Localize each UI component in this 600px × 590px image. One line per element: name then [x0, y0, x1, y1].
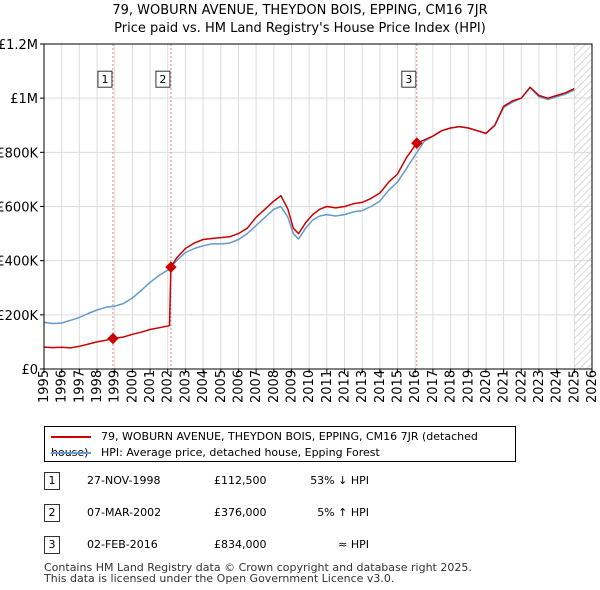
y-tick-label: £800K — [0, 146, 38, 161]
transaction-number: 3 — [44, 536, 60, 554]
legend-swatch-hpi — [51, 452, 91, 454]
property-series-line — [43, 86, 575, 349]
x-tick-label: 2016 — [408, 370, 423, 403]
y-tick-label: £400K — [0, 255, 38, 270]
x-tick-label: 2006 — [231, 370, 246, 403]
sale-label-number: 3 — [405, 73, 412, 86]
transaction-number: 1 — [44, 472, 60, 490]
x-tick-label: 2022 — [514, 370, 529, 403]
sale-point — [107, 332, 119, 345]
sale-label-box — [401, 70, 417, 88]
table-row: 1 27-NOV-1998 £112,500 53% ↓ HPI — [44, 472, 444, 492]
x-tick-label: 1999 — [108, 370, 123, 403]
sale-point — [411, 137, 423, 149]
x-tick-label: 2011 — [320, 370, 335, 403]
x-tick-label: 2000 — [125, 370, 140, 403]
chart-title-line-2: Price paid vs. HM Land Registry's House … — [114, 21, 486, 36]
x-tick-label: 2005 — [214, 370, 229, 403]
transaction-hpi-relation: 53% ↓ HPI — [310, 474, 369, 487]
x-tick-label: 2021 — [497, 370, 512, 403]
x-tick-label: 2019 — [461, 370, 476, 403]
attribution-line-2: This data is licensed under the Open Gov… — [44, 572, 395, 585]
sale-label-box — [97, 70, 113, 88]
x-tick-label: 2008 — [267, 370, 282, 403]
sale-point — [165, 261, 177, 273]
price-chart: 1995 1996 1997 1998 1999 2000 2001 2002 2003 2004… — [0, 38, 600, 403]
x-tick-label: 2012 — [338, 370, 353, 403]
y-tick-label: £600K — [0, 201, 38, 216]
transaction-number: 2 — [44, 504, 60, 522]
x-tick-label: 2023 — [532, 370, 547, 403]
legend-item-property: 79, WOBURN AVENUE, THEYDON BOIS, EPPING,… — [51, 429, 515, 459]
transaction-date: 07-MAR-2002 — [87, 506, 162, 519]
x-tick-label: 1997 — [72, 370, 87, 403]
y-tick-label: £1.2M — [0, 38, 38, 53]
transaction-date: 02-FEB-2016 — [87, 538, 158, 551]
x-tick-label: 2026 — [585, 370, 600, 403]
sale-label-number: 1 — [101, 73, 108, 86]
chart-legend: 79, WOBURN AVENUE, THEYDON BOIS, EPPING,… — [44, 426, 516, 462]
x-tick-label: 2007 — [249, 370, 264, 403]
x-tick-label: 2015 — [391, 370, 406, 403]
sale-label-number: 2 — [159, 73, 166, 86]
x-tick-label: 1998 — [90, 370, 105, 403]
x-tick-label: 2010 — [302, 370, 317, 403]
transaction-hpi-relation: 5% ↑ HPI — [317, 506, 369, 519]
transaction-hpi-relation: ≈ HPI — [338, 538, 369, 551]
x-tick-label: 1996 — [55, 370, 70, 403]
y-tick-label: £0 — [21, 363, 38, 378]
attribution-line-1: Contains HM Land Registry data © Crown c… — [44, 561, 472, 574]
x-tick-label: 2002 — [161, 370, 176, 403]
attribution-footer: Contains HM Land Registry data © Crown c… — [44, 562, 472, 584]
chart-title: 79, WOBURN AVENUE, THEYDON BOIS, EPPING,… — [0, 2, 600, 38]
x-tick-label: 2020 — [479, 370, 494, 403]
legend-swatch-property — [51, 436, 91, 438]
x-tick-label: 2003 — [178, 370, 193, 403]
x-tick-label: 2025 — [567, 370, 582, 403]
legend-item-hpi: HPI: Average price, detached house, Eppi… — [51, 445, 380, 461]
y-tick-label: £200K — [0, 309, 38, 324]
transaction-price: £376,000 — [214, 506, 267, 519]
x-tick-label: 1995 — [37, 370, 52, 403]
x-tick-label: 2001 — [143, 370, 158, 403]
transaction-price: £834,000 — [214, 538, 267, 551]
plot-frame — [43, 43, 593, 370]
sale-label-box — [155, 70, 171, 88]
legend-label-hpi: HPI: Average price, detached house, Eppi… — [101, 446, 380, 459]
table-row: 3 02-FEB-2016 £834,000 ≈ HPI — [44, 536, 444, 556]
x-tick-label: 2024 — [550, 370, 565, 403]
x-tick-label: 2014 — [373, 370, 388, 403]
x-tick-label: 2017 — [426, 370, 441, 403]
transaction-price: £112,500 — [214, 474, 267, 487]
x-tick-label: 2018 — [444, 370, 459, 403]
table-row: 2 07-MAR-2002 £376,000 5% ↑ HPI — [44, 504, 444, 524]
x-tick-label: 2004 — [196, 370, 211, 403]
chart-title-line-1: 79, WOBURN AVENUE, THEYDON BOIS, EPPING,… — [112, 3, 488, 18]
transaction-date: 27-NOV-1998 — [87, 474, 161, 487]
x-tick-label: 2013 — [355, 370, 370, 403]
y-tick-label: £1M — [10, 92, 38, 107]
forecast-hatch — [574, 44, 592, 369]
x-tick-label: 2009 — [284, 370, 299, 403]
